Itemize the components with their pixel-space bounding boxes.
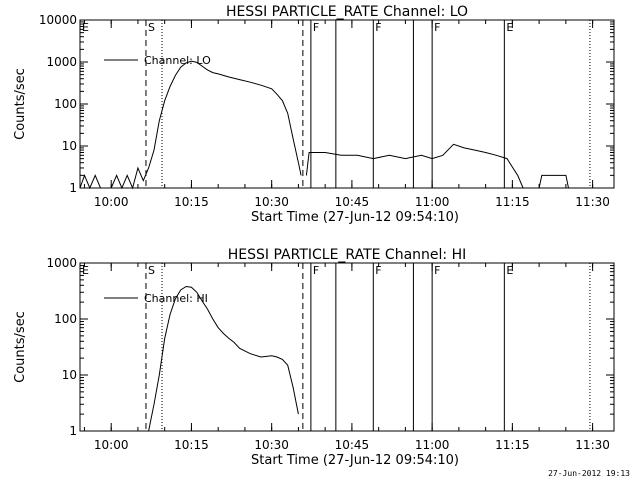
x-tick-label: 10:45 bbox=[335, 195, 370, 209]
event-marker-letter: S bbox=[148, 21, 155, 34]
x-tick-label: 10:30 bbox=[254, 438, 289, 452]
x-tick-label: 10:00 bbox=[94, 195, 129, 209]
x-tick-label: 11:30 bbox=[575, 438, 610, 452]
y-tick-label: 1 bbox=[69, 181, 77, 195]
event-marker-letter: E bbox=[506, 264, 513, 277]
y-tick-label: 10 bbox=[62, 368, 77, 382]
x-tick-label: 11:15 bbox=[495, 438, 530, 452]
timestamp: 27-Jun-2012 19:13 bbox=[548, 469, 630, 478]
y-tick-label: 1000 bbox=[46, 55, 77, 69]
y-tick-label: 10000 bbox=[39, 13, 77, 27]
chart-panel-2: HESSI PARTICLE_RATE Channel: HI 1 10 100 100… bbox=[13, 247, 615, 468]
legend-label: Channel: HI bbox=[144, 292, 208, 305]
x-tick-label: 11:00 bbox=[415, 438, 450, 452]
x-tick-label: 10:00 bbox=[94, 438, 129, 452]
x-tick-label: 10:45 bbox=[335, 438, 370, 452]
event-marker-letter: F bbox=[434, 21, 440, 34]
x-tick-label: 11:15 bbox=[495, 195, 530, 209]
series-line bbox=[538, 174, 569, 189]
chart-title: HESSI PARTICLE_RATE Channel: LO bbox=[226, 4, 468, 20]
y-tick-label: 10 bbox=[62, 139, 77, 153]
x-axis-label: Start Time (27-Jun-12 09:54:10) bbox=[251, 453, 459, 468]
event-marker-letter: F bbox=[434, 264, 440, 277]
series-line bbox=[305, 143, 524, 189]
event-marker-letter: F bbox=[313, 21, 319, 34]
x-tick-label: 10:30 bbox=[254, 195, 289, 209]
event-marker-letter: S bbox=[148, 264, 155, 277]
series-line bbox=[79, 60, 302, 190]
event-marker-letter: E bbox=[82, 21, 89, 34]
chart-panel-1: HESSI PARTICLE_RATE Channel: LO 1 10 100 100… bbox=[13, 4, 615, 225]
plot-frame bbox=[79, 262, 615, 432]
y-axis-label: Counts/sec bbox=[13, 311, 28, 383]
x-tick-label: 10:15 bbox=[174, 195, 209, 209]
event-marker-letter: E bbox=[506, 21, 513, 34]
event-marker-letter: F bbox=[375, 264, 381, 277]
y-tick-label: 100 bbox=[54, 97, 77, 111]
series-line bbox=[148, 285, 299, 432]
plot-frame bbox=[79, 19, 615, 189]
legend-label: Channel: LO bbox=[144, 54, 211, 67]
event-marker-letter: E bbox=[82, 264, 89, 277]
x-axis-label: Start Time (27-Jun-12 09:54:10) bbox=[251, 210, 459, 225]
x-tick-label: 10:15 bbox=[174, 438, 209, 452]
x-tick-label: 11:00 bbox=[415, 195, 450, 209]
chart-title: HESSI PARTICLE_RATE Channel: HI bbox=[228, 247, 466, 263]
y-tick-label: 1000 bbox=[46, 256, 77, 270]
y-tick-label: 1 bbox=[69, 424, 77, 438]
x-tick-label: 11:30 bbox=[575, 195, 610, 209]
event-marker-letter: F bbox=[313, 264, 319, 277]
y-tick-label: 100 bbox=[54, 312, 77, 326]
event-marker-letter: F bbox=[375, 21, 381, 34]
y-axis-label: Counts/sec bbox=[13, 68, 28, 140]
